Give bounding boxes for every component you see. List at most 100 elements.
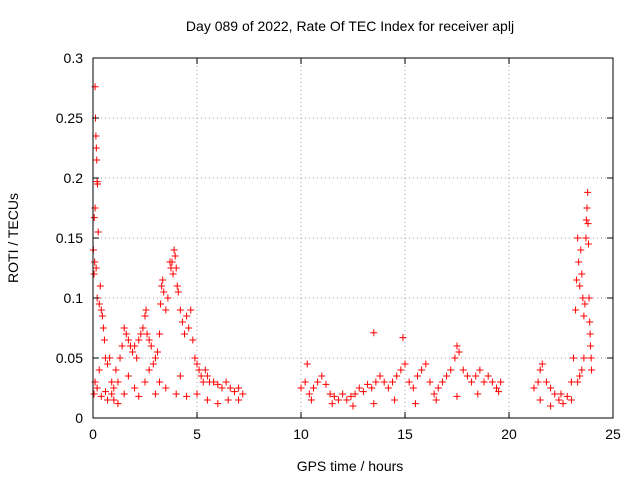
data-point [488, 378, 496, 386]
x-tick-label: 20 [501, 426, 517, 442]
data-point [574, 234, 582, 242]
data-point [305, 390, 313, 398]
data-point [364, 380, 372, 388]
data-point [183, 392, 191, 400]
data-point [538, 360, 546, 368]
data-point [380, 378, 388, 386]
data-point [455, 348, 463, 356]
data-point [370, 329, 378, 337]
data-point [578, 366, 586, 374]
data-point [162, 384, 170, 392]
data-point [453, 392, 461, 400]
data-point [91, 258, 99, 266]
data-point [141, 378, 149, 386]
data-point [151, 390, 159, 398]
data-point [303, 360, 311, 368]
data-point [133, 354, 141, 362]
data-point [330, 392, 338, 400]
data-point [139, 324, 147, 332]
data-point [426, 378, 434, 386]
x-tick-label: 5 [193, 426, 201, 442]
data-point [409, 384, 417, 392]
data-point [124, 372, 132, 380]
data-point [347, 392, 355, 400]
data-point [584, 220, 592, 228]
data-point [401, 360, 409, 368]
y-tick-label: 0 [75, 410, 83, 426]
data-point [98, 312, 106, 320]
data-point [120, 324, 128, 332]
data-point [557, 390, 565, 398]
data-point [476, 366, 484, 374]
y-tick-label: 0.15 [56, 230, 83, 246]
data-point [183, 312, 191, 320]
data-point [318, 372, 326, 380]
data-point [322, 380, 330, 388]
data-point [214, 380, 222, 388]
data-point [226, 384, 234, 392]
data-point [164, 294, 172, 302]
chart-title: Day 089 of 2022, Rate Of TEC Index for r… [186, 18, 514, 34]
data-point [578, 270, 586, 278]
data-point [301, 378, 309, 386]
grid-lines [93, 58, 613, 418]
y-tick-label: 0.3 [64, 50, 84, 66]
data-point [572, 306, 580, 314]
data-point [397, 366, 405, 374]
data-point [497, 378, 505, 386]
data-point [563, 392, 571, 400]
data-point [480, 378, 488, 386]
data-point [584, 188, 592, 196]
data-point [484, 372, 492, 380]
y-tick-label: 0.25 [56, 110, 83, 126]
data-point [370, 400, 378, 408]
data-point [108, 390, 116, 398]
data-point [443, 372, 451, 380]
data-point [235, 384, 243, 392]
data-point [210, 378, 218, 386]
data-point [187, 306, 195, 314]
data-point [567, 378, 575, 386]
data-point [90, 270, 98, 278]
data-point [193, 360, 201, 368]
data-point [413, 372, 421, 380]
data-point [574, 378, 582, 386]
data-point [343, 396, 351, 404]
data-point [214, 400, 222, 408]
data-point [159, 276, 167, 284]
data-point [309, 384, 317, 392]
data-point [536, 366, 544, 374]
data-point [474, 390, 482, 398]
data-point [368, 384, 376, 392]
data-point [95, 366, 103, 374]
x-axis-label: GPS time / hours [297, 458, 404, 474]
data-point [530, 384, 538, 392]
data-point [203, 396, 211, 404]
x-tick-label: 15 [397, 426, 413, 442]
data-point [101, 388, 109, 396]
data-point [172, 390, 180, 398]
data-point [493, 384, 501, 392]
data-point [176, 306, 184, 314]
data-point [468, 378, 476, 386]
data-point [114, 400, 122, 408]
data-point [90, 214, 98, 222]
data-point [145, 336, 153, 344]
data-point [459, 366, 467, 374]
plot-frame [92, 57, 614, 419]
data-point [203, 372, 211, 380]
data-point [162, 306, 170, 314]
data-point [143, 330, 151, 338]
data-point [104, 396, 112, 404]
y-axis-label: ROTI / TECUs [5, 193, 21, 283]
data-point [189, 336, 197, 344]
data-point [577, 246, 585, 254]
data-point [99, 324, 107, 332]
data-point [185, 324, 193, 332]
data-point [191, 354, 199, 362]
data-point [559, 400, 567, 408]
data-point [104, 360, 112, 368]
data-point [170, 246, 178, 254]
data-point [555, 396, 563, 404]
